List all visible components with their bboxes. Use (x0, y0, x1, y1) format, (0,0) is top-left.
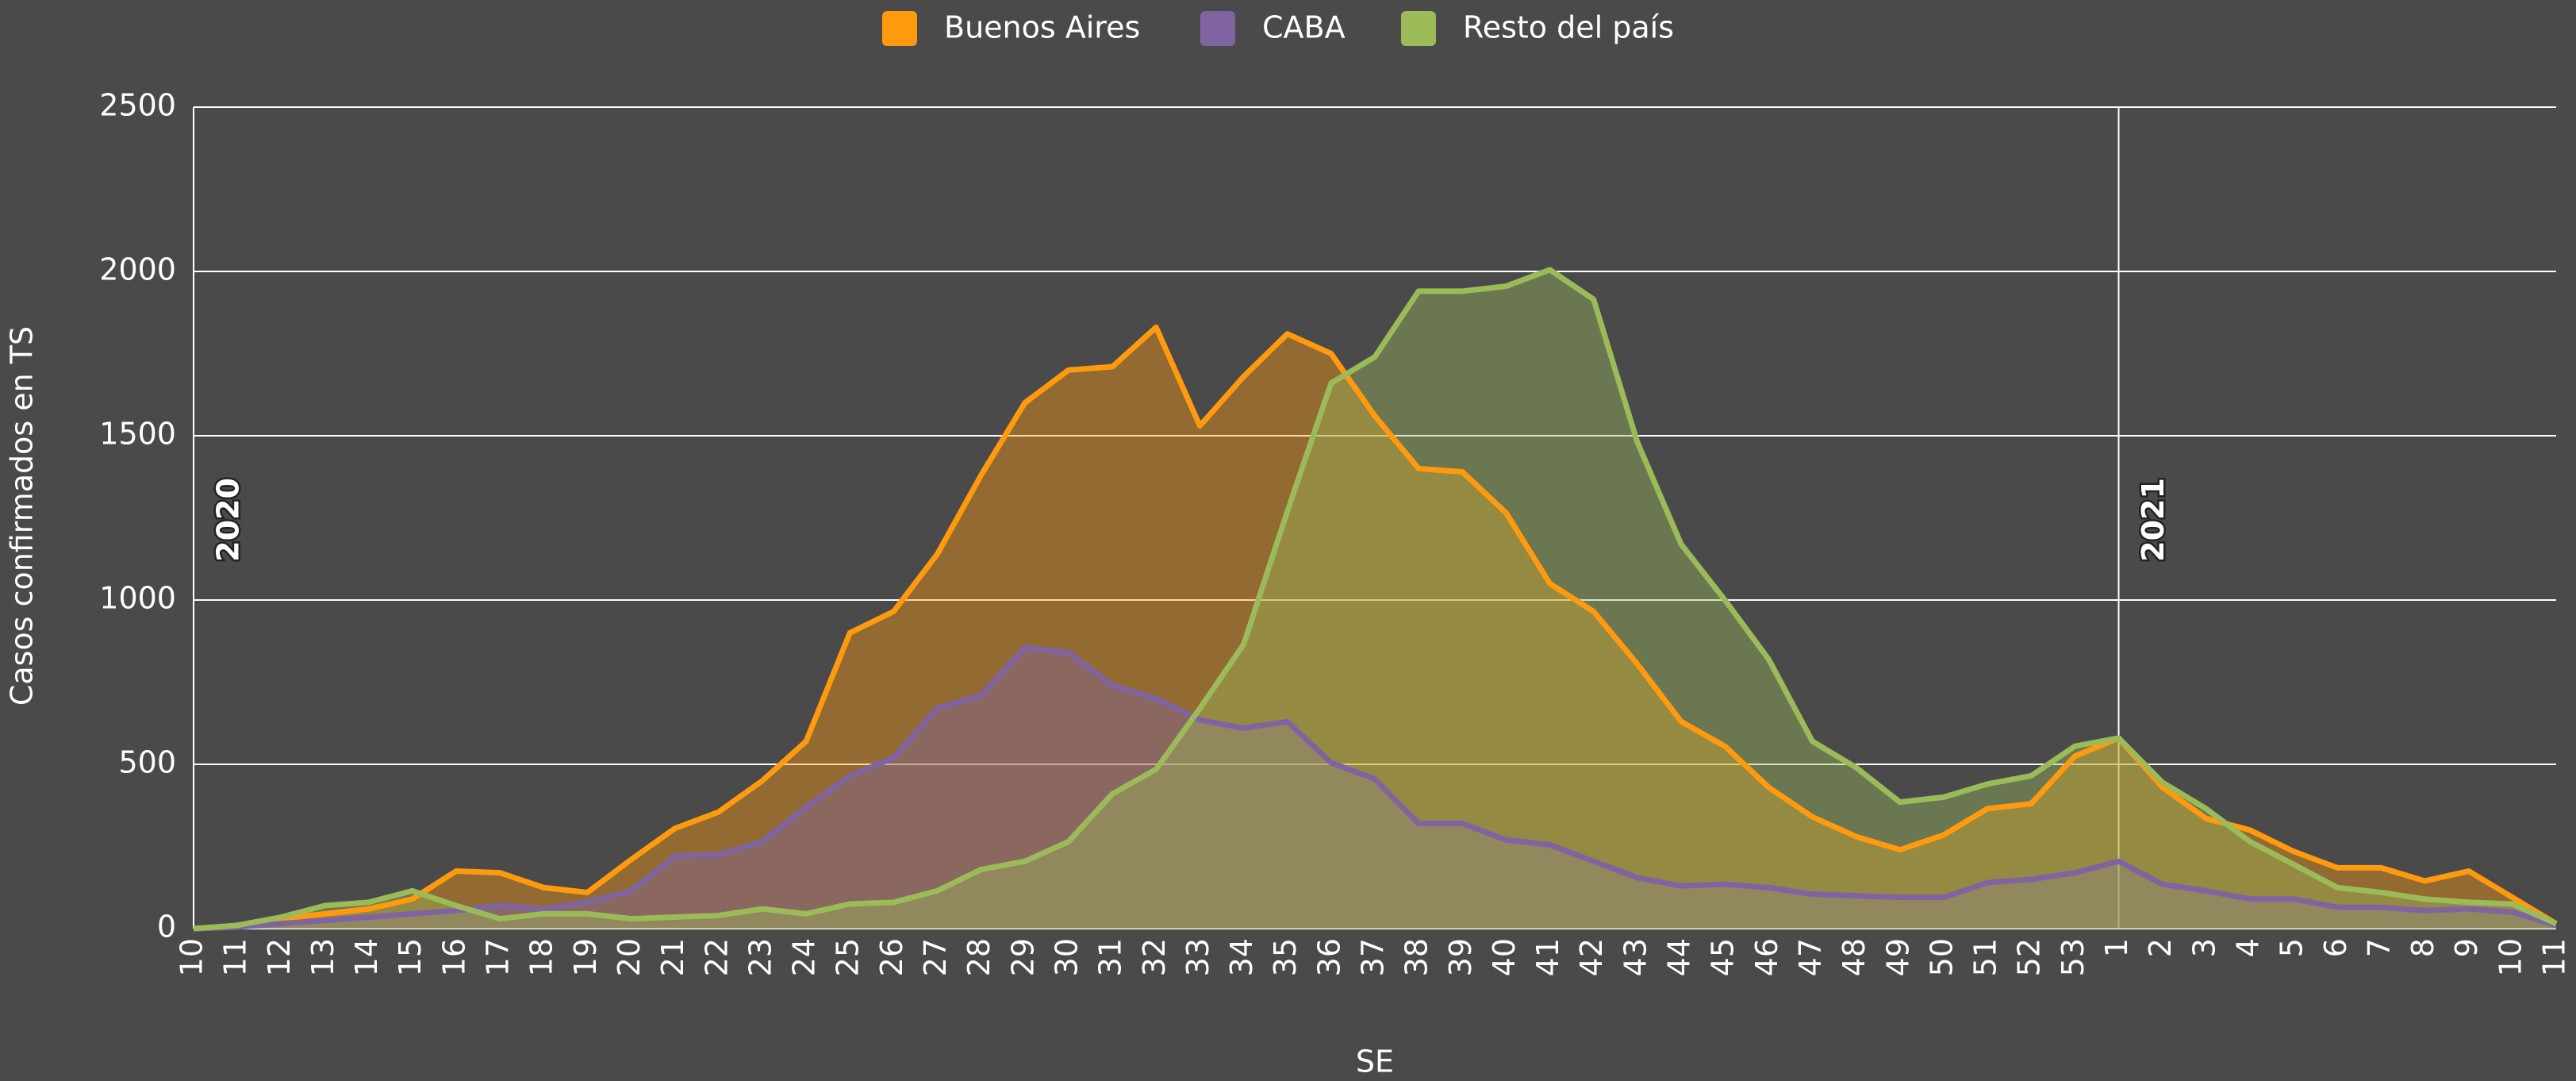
x-tick-label: 47 (1793, 938, 1828, 976)
line (193, 267, 2558, 932)
x-tick-label: 37 (1356, 938, 1391, 976)
x-tick-label: 31 (1093, 938, 1128, 976)
x-tick-label: 43 (1618, 938, 1653, 976)
legend-label: Resto del país (1463, 10, 1674, 45)
x-tick-label: 29 (1005, 938, 1040, 976)
x-tick-label: 24 (787, 938, 822, 976)
x-tick-label: 7 (2362, 938, 2397, 957)
y-tick-label: 2000 (99, 252, 176, 287)
y-tick-label: 1000 (99, 581, 176, 616)
x-tick-label: 11 (218, 938, 253, 976)
x-tick-label: 4 (2230, 938, 2265, 957)
x-tick-label: 30 (1049, 938, 1084, 976)
x-tick-label: 20 (612, 938, 647, 976)
x-tick-label: 9 (2449, 938, 2484, 957)
x-tick-label: 35 (1268, 938, 1303, 976)
x-tick-label: 52 (2012, 938, 2047, 976)
x-tick-label: 48 (1837, 938, 1872, 976)
x-tick-label: 2 (2143, 938, 2178, 957)
area (194, 327, 2556, 929)
x-tick-label: 50 (1924, 938, 1959, 976)
x-tick-label: 34 (1224, 938, 1259, 976)
x-tick-label: 36 (1311, 938, 1346, 976)
legend-swatch (1200, 11, 1235, 46)
x-tick-label: 15 (393, 938, 428, 976)
x-axis-title: SE (1356, 1044, 1394, 1079)
year-annotation: 2021 (2136, 478, 2171, 562)
x-tick-label: 11 (2537, 938, 2572, 976)
legend-swatch (882, 11, 917, 46)
x-tick-label: 22 (699, 938, 734, 976)
x-tick-label: 10 (175, 938, 209, 976)
x-tick-label: 33 (1181, 938, 1215, 976)
x-tick-label: 26 (874, 938, 909, 976)
x-tick-label: 49 (1880, 938, 1915, 976)
legend-label: Buenos Aires (944, 10, 1140, 45)
x-tick-label: 23 (743, 938, 777, 976)
x-tick-label: 38 (1399, 938, 1434, 976)
y-tick-label: 0 (157, 910, 176, 944)
x-tick-label: 51 (1968, 938, 2003, 976)
y-tick-label: 2500 (99, 88, 176, 123)
area (194, 269, 2556, 929)
line (193, 644, 2558, 932)
x-tick-label: 44 (1662, 938, 1697, 976)
x-tick-label: 18 (524, 938, 559, 976)
x-tick-label: 25 (831, 938, 866, 976)
x-tick-label: 41 (1530, 938, 1565, 976)
line (193, 324, 2558, 932)
x-tick-label: 8 (2405, 938, 2440, 957)
x-tick-label: 39 (1443, 938, 1478, 976)
x-tick-label: 45 (1706, 938, 1741, 976)
x-tick-label: 42 (1574, 938, 1609, 976)
y-tick-label: 500 (118, 745, 176, 780)
x-tick-label: 10 (2493, 938, 2528, 976)
y-axis-title: Casos confirmados en TS (5, 326, 40, 706)
x-tick-label: 1 (2099, 938, 2134, 957)
legend-swatch (1401, 11, 1436, 46)
x-tick-label: 28 (962, 938, 996, 976)
x-tick-label: 40 (1487, 938, 1522, 976)
x-tick-label: 12 (262, 938, 297, 976)
legend-label: CABA (1262, 10, 1346, 45)
x-tick-label: 46 (1749, 938, 1784, 976)
x-tick-label: 19 (568, 938, 603, 976)
year-annotation: 2020 (211, 478, 246, 562)
x-tick-label: 6 (2318, 938, 2353, 957)
x-tick-label: 53 (2056, 938, 2090, 976)
x-tick-label: 27 (918, 938, 953, 976)
y-tick-label: 1500 (99, 417, 176, 452)
x-tick-label: 14 (349, 938, 384, 976)
x-tick-label: 32 (1137, 938, 1172, 976)
area (194, 648, 2556, 929)
x-tick-label: 13 (305, 938, 340, 976)
x-tick-label: 3 (2186, 938, 2221, 957)
x-tick-label: 5 (2275, 938, 2309, 957)
x-tick-label: 21 (655, 938, 690, 976)
x-tick-label: 16 (436, 938, 471, 976)
x-tick-label: 17 (481, 938, 516, 976)
